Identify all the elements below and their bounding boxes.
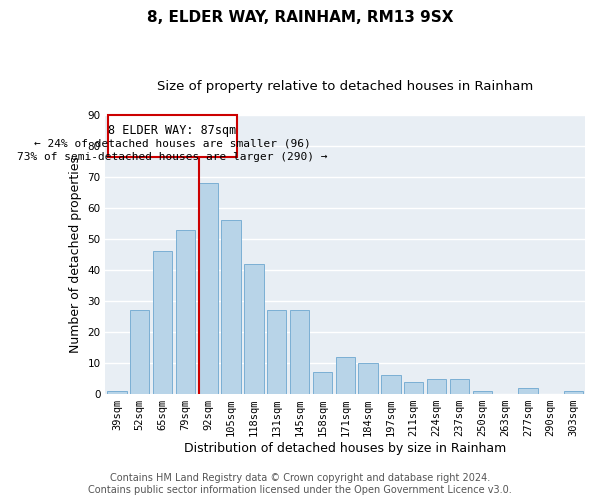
Bar xyxy=(107,391,127,394)
Bar xyxy=(335,357,355,394)
Bar xyxy=(564,391,583,394)
Bar xyxy=(199,183,218,394)
Text: 8 ELDER WAY: 87sqm: 8 ELDER WAY: 87sqm xyxy=(108,124,236,138)
Text: 8, ELDER WAY, RAINHAM, RM13 9SX: 8, ELDER WAY, RAINHAM, RM13 9SX xyxy=(147,10,453,25)
Bar xyxy=(313,372,332,394)
Bar xyxy=(290,310,309,394)
Bar xyxy=(427,378,446,394)
Bar xyxy=(381,376,401,394)
FancyBboxPatch shape xyxy=(108,115,237,157)
Bar xyxy=(267,310,286,394)
Bar xyxy=(358,363,378,394)
Bar xyxy=(221,220,241,394)
X-axis label: Distribution of detached houses by size in Rainham: Distribution of detached houses by size … xyxy=(184,442,506,455)
Text: ← 24% of detached houses are smaller (96): ← 24% of detached houses are smaller (96… xyxy=(34,138,311,148)
Text: Contains HM Land Registry data © Crown copyright and database right 2024.
Contai: Contains HM Land Registry data © Crown c… xyxy=(88,474,512,495)
Bar xyxy=(244,264,263,394)
Bar xyxy=(153,252,172,394)
Text: 73% of semi-detached houses are larger (290) →: 73% of semi-detached houses are larger (… xyxy=(17,152,328,162)
Bar xyxy=(518,388,538,394)
Bar xyxy=(404,382,424,394)
Bar xyxy=(473,391,492,394)
Title: Size of property relative to detached houses in Rainham: Size of property relative to detached ho… xyxy=(157,80,533,93)
Bar xyxy=(130,310,149,394)
Bar xyxy=(176,230,195,394)
Y-axis label: Number of detached properties: Number of detached properties xyxy=(69,156,82,353)
Bar xyxy=(450,378,469,394)
